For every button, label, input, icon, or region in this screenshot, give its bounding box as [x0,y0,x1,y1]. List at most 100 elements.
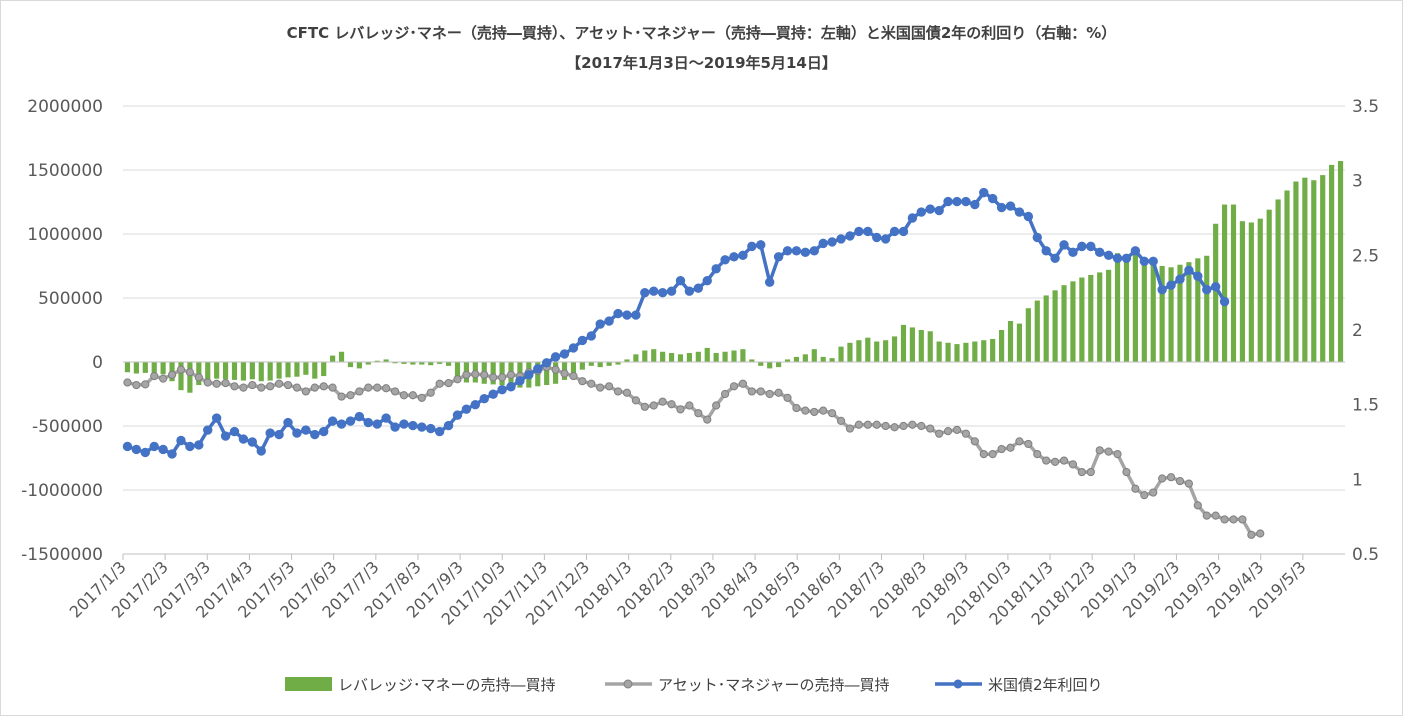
ust2y-point [327,416,338,426]
asset-manager-point [1175,476,1185,486]
asset-manager-point [828,409,837,418]
ust2y-point [934,205,944,216]
bar [883,340,889,362]
ust2y-point [809,246,819,256]
ust2y-point [1112,253,1123,264]
asset-manager-point [399,391,409,400]
ust2y-point [292,428,302,438]
bar [811,349,817,362]
ust2y-point [354,411,365,422]
asset-manager-point [480,370,489,379]
bar [829,358,835,362]
bar [1168,267,1174,362]
asset-manager-point [426,388,435,397]
bar [1079,277,1085,362]
ust2y-point [773,252,784,262]
asset-manager-point [194,373,203,382]
asset-manager-point [1068,460,1078,469]
asset-manager-point [917,421,926,431]
asset-manager-point [1140,491,1149,500]
ust2y-point [1193,271,1203,281]
ust2y-point [979,187,989,198]
asset-manager-point [622,388,632,397]
asset-manager-point [1158,474,1167,483]
bar [1177,264,1183,362]
bar [1221,204,1228,362]
ust2y-point [301,425,311,435]
ust2y-point [238,434,249,444]
ust2y-point [1130,246,1141,256]
ust2y-point [1041,246,1051,256]
asset-manager-point [248,380,257,390]
asset-manager-point [417,393,426,402]
ust2y-point [1068,247,1078,258]
ust2y-point [577,335,588,346]
asset-manager-point [1238,515,1247,524]
bar [972,341,978,362]
ust2y-point [140,447,150,458]
bar [1337,161,1344,362]
bar [802,354,808,362]
asset-manager-point [596,383,605,392]
asset-manager-point [1006,443,1015,452]
asset-manager-point [150,371,159,381]
asset-manager-point [1256,529,1265,538]
bar [1275,199,1281,362]
ust2y-point [417,422,427,432]
asset-manager-point [471,370,480,379]
ust2y-point [604,316,614,326]
ust2y-point [800,247,811,258]
bar [954,344,960,362]
legend-swatch-bar [285,677,332,691]
asset-manager-point [319,382,328,391]
asset-manager-point [979,450,988,459]
asset-manager-point [167,370,177,379]
bar [579,362,585,370]
asset-manager-point [836,416,846,425]
asset-manager-point [497,373,507,382]
ust2y-point [408,420,418,431]
asset-manager-point [283,380,293,390]
asset-manager-point [1086,467,1095,477]
bar [133,362,139,374]
asset-manager-point [729,382,739,391]
ust2y-point [452,410,463,420]
bar [231,362,238,380]
ust2y-point [1210,281,1221,292]
bar [1007,321,1014,362]
ust2y-point [1148,256,1158,267]
ust2y-point [1095,247,1105,258]
bar [1034,300,1040,362]
y-left-tick-label: -1500000 [21,545,103,565]
asset-manager-point [890,423,899,432]
asset-manager-point [676,405,685,414]
asset-manager-point [587,379,596,388]
asset-manager-point [578,377,587,386]
y-left-tick-label: 1000000 [27,225,103,245]
asset-manager-point [747,387,756,396]
ust2y-point [684,286,695,296]
bar [651,349,657,362]
ust2y-point [791,246,802,256]
bar [1195,258,1201,362]
ust2y-point [533,364,543,374]
asset-manager-point [881,421,890,431]
ust2y-point [426,423,436,434]
asset-manager-point [221,379,230,388]
ust2y-point [122,441,133,452]
y-left-tick-label: 1500000 [27,161,103,181]
asset-manager-point [435,379,444,388]
asset-manager-point [703,415,712,424]
bar [900,324,907,362]
asset-manager-point [1015,437,1024,446]
asset-manager-point [1166,473,1176,482]
legend-label-am: アセット･マネジャーの売持―買持 [658,676,889,694]
bar [990,338,996,362]
ust2y-point [1166,280,1176,290]
ust2y-point [176,435,186,446]
bar [338,351,345,362]
ust2y-point [211,413,222,423]
asset-manager-point [1247,530,1256,539]
asset-manager-point [694,409,703,418]
asset-manager-point [658,397,667,406]
